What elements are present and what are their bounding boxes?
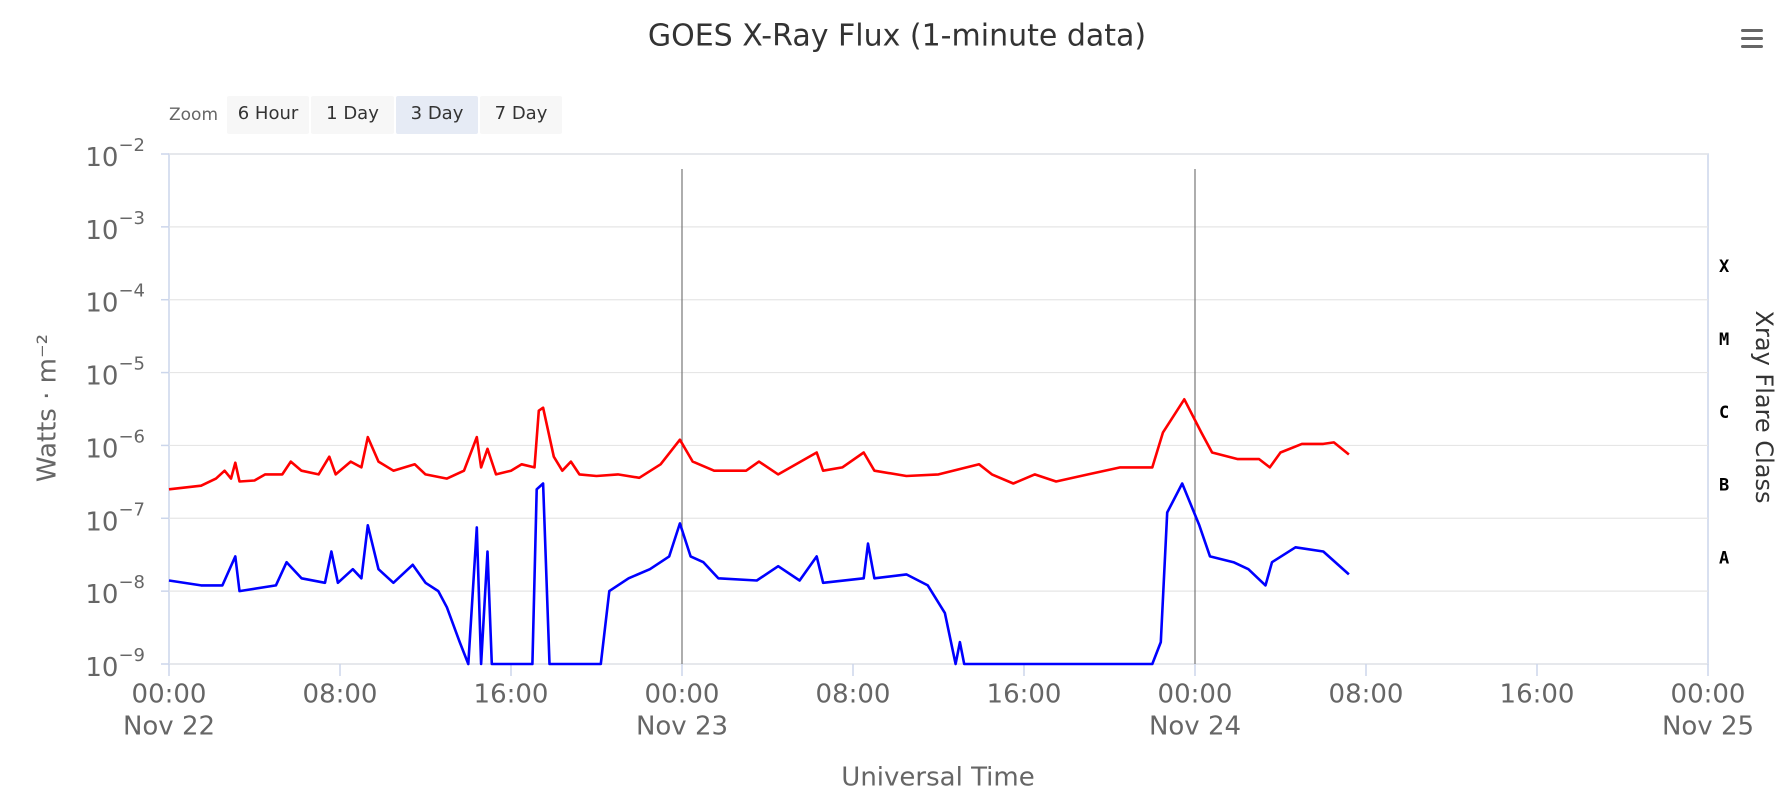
y-tick-exponent: −5 xyxy=(118,354,145,375)
y-tick-exponent: −6 xyxy=(118,426,145,447)
y2-tick-label: B xyxy=(1719,476,1729,496)
y2-tick-label: A xyxy=(1719,549,1729,569)
x-tick-label: 16:00 xyxy=(474,680,549,710)
x-tick-label: 16:00 xyxy=(1500,680,1575,710)
y-tick-exponent: −8 xyxy=(118,572,145,593)
x-tick-date: Nov 23 xyxy=(636,712,728,742)
y2-axis-title: Xray Flare Class xyxy=(1750,311,1778,504)
zoom-button[interactable]: 6 Hour xyxy=(227,96,309,134)
x-tick-date: Nov 25 xyxy=(1662,712,1754,742)
zoom-button-bg xyxy=(311,96,394,134)
zoom-label: Zoom xyxy=(169,105,218,125)
x-tick-label: 00:00 xyxy=(132,680,207,710)
zoom-button-label: 3 Day xyxy=(411,103,464,124)
x-axis-title: Universal Time xyxy=(841,763,1034,793)
y-tick-label: 10−2 xyxy=(85,135,145,173)
y-tick-exponent: −3 xyxy=(118,208,145,229)
y-tick-label: 10−7 xyxy=(85,499,145,537)
y-tick-label: 10−6 xyxy=(85,426,145,464)
y-tick-base: 10 xyxy=(85,361,118,391)
y-tick-base: 10 xyxy=(85,434,118,464)
zoom-button-bg xyxy=(396,96,478,134)
menu-button[interactable] xyxy=(1741,29,1763,48)
menu-bar xyxy=(1741,45,1763,48)
zoom-button-bg xyxy=(480,96,562,134)
y-tick-base: 10 xyxy=(85,143,118,173)
y-tick-exponent: −2 xyxy=(118,135,145,156)
y-tick-base: 10 xyxy=(85,288,118,318)
y-tick-label: 10−4 xyxy=(85,281,145,319)
y-tick-label: 10−5 xyxy=(85,354,145,392)
y-tick-label: 10−8 xyxy=(85,572,145,610)
menu-bar xyxy=(1741,37,1763,40)
plot-frame xyxy=(168,153,1709,665)
x-tick-label: 08:00 xyxy=(303,680,378,710)
chart-title: GOES X-Ray Flux (1-minute data) xyxy=(648,19,1146,54)
x-tick-date: Nov 22 xyxy=(123,712,215,742)
x-tick-date: Nov 24 xyxy=(1149,712,1241,742)
y-tick-base: 10 xyxy=(85,215,118,245)
y-tick-exponent: −4 xyxy=(118,281,145,302)
y-tick-base: 10 xyxy=(85,653,118,683)
zoom-button[interactable]: 1 Day xyxy=(311,96,394,134)
x-tick-label: 00:00 xyxy=(1158,680,1233,710)
x-tick-label: 00:00 xyxy=(645,680,720,710)
y-tick-base: 10 xyxy=(85,507,118,537)
x-tick-label: 16:00 xyxy=(987,680,1062,710)
flux-line xyxy=(168,482,1350,666)
y2-tick-label: X xyxy=(1719,257,1730,277)
y-axis-title: Watts · m⁻² xyxy=(33,334,63,482)
zoom-button[interactable]: 3 Day xyxy=(396,96,478,134)
x-tick-label: 00:00 xyxy=(1671,680,1746,710)
zoom-button-label: 7 Day xyxy=(495,103,548,124)
x-tick-label: 08:00 xyxy=(816,680,891,710)
zoom-button-label: 1 Day xyxy=(326,103,379,124)
menu-bar xyxy=(1741,29,1763,32)
zoom-button-label: 6 Hour xyxy=(238,103,299,124)
zoom-button[interactable]: 7 Day xyxy=(480,96,562,134)
zoom-button-bg xyxy=(227,96,309,134)
y-tick-base: 10 xyxy=(85,580,118,610)
x-tick-label: 08:00 xyxy=(1329,680,1404,710)
y-tick-exponent: −7 xyxy=(118,499,145,520)
y2-tick-label: M xyxy=(1719,330,1729,350)
y2-tick-label: C xyxy=(1719,403,1729,423)
flux-line xyxy=(168,397,1350,491)
y-tick-label: 10−9 xyxy=(85,645,145,683)
y-tick-exponent: −9 xyxy=(118,645,145,666)
y-tick-label: 10−3 xyxy=(85,208,145,246)
